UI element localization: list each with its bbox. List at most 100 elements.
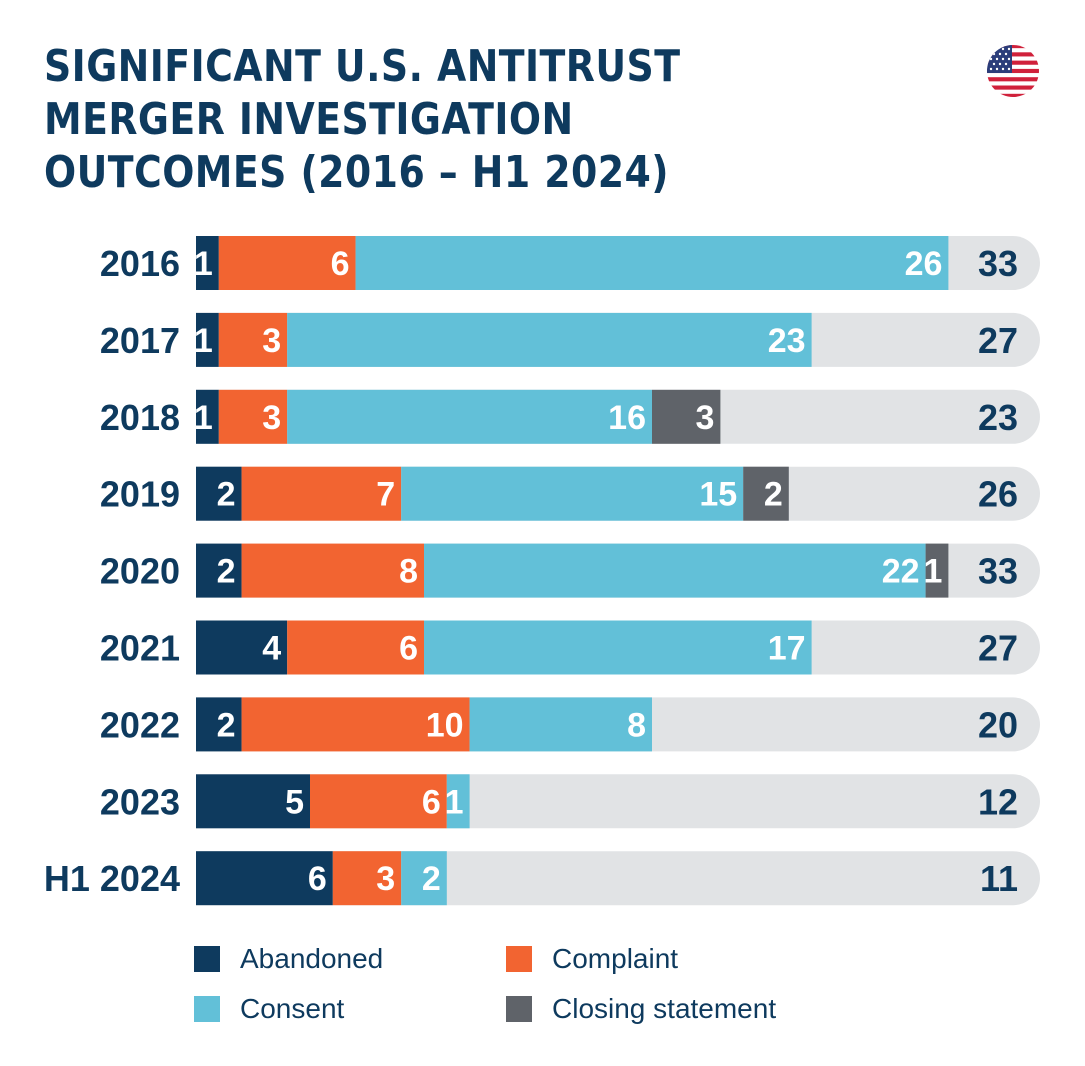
bar-segment-closing: [652, 389, 721, 444]
bar-segment-complaint: [241, 697, 470, 752]
value-label-abandoned: 4: [262, 630, 281, 668]
bar-segment-closing: [743, 466, 789, 521]
total-label: 12: [978, 781, 1018, 822]
bar-row-2016: 2016 1 6 26 33: [100, 236, 1040, 290]
value-label-abandoned: 2: [217, 553, 236, 591]
value-label-abandoned: 1: [194, 245, 213, 283]
bar-segment-abandoned: [196, 543, 242, 598]
bar-segment-complaint: [218, 389, 288, 444]
total-label: 23: [978, 397, 1018, 438]
title-line-1: SIGNIFICANT U.S. ANTITRUST: [44, 41, 681, 92]
bar-segment-complaint: [310, 774, 447, 829]
legend-swatch-complaint: [506, 946, 532, 972]
category-label: 2019: [100, 474, 180, 515]
legend-label-abandoned: Abandoned: [240, 943, 384, 974]
bar-segment-consent: [287, 312, 812, 367]
total-label: 27: [978, 320, 1018, 361]
category-label: 2021: [100, 628, 180, 669]
value-label-complaint: 8: [399, 553, 418, 591]
bar-segment-consent: [401, 466, 744, 521]
bar-segment-abandoned: [196, 389, 219, 444]
value-label-consent: 26: [905, 245, 943, 283]
value-label-complaint: 3: [262, 322, 281, 360]
bar-row-h1-2024: H1 2024 6 3 2 11: [44, 851, 1040, 906]
category-label: 2023: [100, 781, 180, 822]
bar-segment-consent: [355, 236, 949, 290]
value-label-consent: 22: [882, 553, 920, 591]
value-label-consent: 16: [608, 399, 646, 437]
bar-segment-abandoned: [196, 236, 219, 290]
value-label-consent: 15: [699, 476, 737, 514]
legend-swatch-closing: [506, 996, 532, 1022]
value-label-complaint: 6: [399, 630, 418, 668]
bar-segment-complaint: [218, 236, 356, 290]
value-label-closing: 3: [695, 399, 714, 437]
title-line-2: MERGER INVESTIGATION: [44, 94, 574, 145]
category-label: 2017: [100, 320, 180, 361]
bar-segment-consent: [424, 620, 812, 675]
value-label-complaint: 7: [376, 476, 395, 514]
category-label: H1 2024: [44, 858, 180, 899]
value-label-closing: 1: [923, 553, 942, 591]
category-label: 2022: [100, 704, 180, 745]
value-label-complaint: 3: [262, 399, 281, 437]
bar-segment-abandoned: [196, 620, 288, 675]
total-label: 20: [978, 704, 1018, 745]
bar-segment-consent: [401, 851, 447, 906]
bar-segment-abandoned: [196, 466, 242, 521]
bar-segment-complaint: [241, 466, 402, 521]
legend-item-complaint: Complaint: [506, 943, 679, 974]
value-label-consent: 1: [445, 783, 464, 821]
us-flag-icon: [987, 45, 1039, 97]
bar-row-2018: 2018 1 3 16 3 23: [100, 389, 1040, 444]
value-label-complaint: 3: [376, 860, 395, 898]
bar-segment-abandoned: [196, 774, 310, 829]
value-label-closing: 2: [764, 476, 783, 514]
bar-row-2021: 2021 4 6 17 27: [100, 620, 1040, 675]
value-label-consent: 8: [627, 706, 646, 744]
total-label: 33: [978, 243, 1018, 284]
bar-segment-closing: [925, 543, 949, 598]
bar-segment-complaint: [241, 543, 424, 598]
chart-title: SIGNIFICANT U.S. ANTITRUST MERGER INVEST…: [44, 40, 698, 199]
category-label: 2016: [100, 243, 180, 284]
value-label-abandoned: 2: [217, 476, 236, 514]
bar-row-2022: 2022 2 10 8 20: [100, 697, 1040, 752]
value-label-consent: 17: [768, 630, 806, 668]
legend-label-complaint: Complaint: [552, 943, 679, 974]
total-label: 11: [980, 858, 1018, 899]
bar-segment-consent: [287, 389, 652, 444]
total-label: 27: [978, 628, 1018, 669]
legend-item-consent: Consent: [194, 993, 345, 1024]
value-label-abandoned: 5: [285, 783, 304, 821]
legend-label-closing: Closing statement: [552, 993, 777, 1024]
category-label: 2020: [100, 551, 180, 592]
bar-segment-complaint: [287, 620, 424, 675]
bar-segment-abandoned: [196, 697, 242, 752]
total-label: 33: [978, 551, 1018, 592]
bar-segment-consent: [446, 774, 470, 829]
legend: Abandoned Complaint Consent Closing stat…: [194, 943, 834, 1034]
total-label: 26: [978, 474, 1018, 515]
legend-item-closing: Closing statement: [506, 993, 777, 1024]
value-label-abandoned: 1: [194, 399, 213, 437]
title-line-3: OUTCOMES (2016 – H1 2024): [44, 147, 669, 198]
bar-segment-consent: [424, 543, 926, 598]
legend-label-consent: Consent: [240, 993, 345, 1024]
value-label-complaint: 10: [426, 706, 464, 744]
bar-row-2020: 2020 2 8 22 1 33: [100, 543, 1040, 598]
legend-item-abandoned: Abandoned: [194, 943, 384, 974]
value-label-abandoned: 6: [308, 860, 327, 898]
bar-segment-complaint: [332, 851, 402, 906]
value-label-complaint: 6: [331, 245, 350, 283]
bar-segment-consent: [469, 697, 652, 752]
value-label-consent: 23: [768, 322, 806, 360]
bar-segment-abandoned: [196, 851, 333, 906]
bar-row-2017: 2017 1 3 23 27: [100, 312, 1040, 367]
bar-row-2019: 2019 2 7 15 2 26: [100, 466, 1041, 521]
legend-swatch-consent: [194, 996, 220, 1022]
category-label: 2018: [100, 397, 180, 438]
value-label-complaint: 6: [422, 783, 441, 821]
bar-segment-complaint: [218, 312, 288, 367]
